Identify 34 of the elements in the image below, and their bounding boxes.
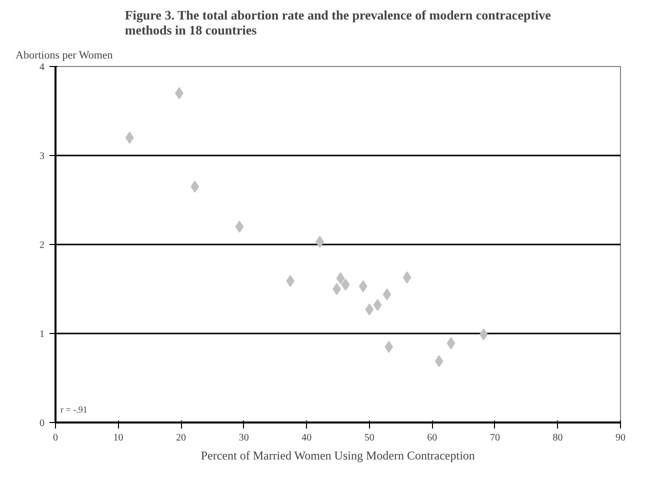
- y-tick-label: 3: [40, 151, 44, 162]
- point: [373, 299, 382, 312]
- point: [384, 340, 394, 353]
- point: [341, 278, 350, 291]
- y-tick-label: 4: [40, 62, 44, 73]
- x-tick-label: 70: [490, 432, 500, 444]
- x-axis-title: Percent of Married Women Using Modern Contraception: [200, 448, 475, 462]
- point: [382, 288, 392, 300]
- chart-title: Figure 3. The total abortion rate and the prevalence of modern contraceptive methods in 18 countries: [124, 8, 552, 38]
- x-tick-label: 20: [176, 432, 186, 444]
- point: [358, 280, 368, 292]
- point: [332, 283, 341, 295]
- x-tick-label: 0: [53, 432, 58, 444]
- point: [190, 180, 200, 193]
- x-tick-label: 30: [238, 432, 249, 444]
- annotation: r = -.91: [60, 404, 88, 414]
- x-tick-label: 90: [616, 432, 626, 444]
- y-tick-label: 1: [40, 329, 44, 340]
- x-tick-label: 50: [364, 432, 374, 444]
- point: [434, 355, 444, 368]
- point: [125, 132, 134, 144]
- point: [402, 271, 412, 284]
- y-tick-label: 2: [40, 240, 44, 251]
- point: [235, 220, 244, 233]
- x-tick-label: 40: [302, 432, 312, 444]
- x-tick-label: 80: [552, 432, 563, 444]
- x-tick-label: 60: [427, 432, 438, 444]
- y-tick-label: 0: [40, 418, 44, 429]
- point: [446, 337, 456, 350]
- y-axis-title: Abortions per Women: [16, 50, 114, 62]
- point: [336, 272, 345, 284]
- x-tick-label: 10: [113, 432, 124, 444]
- point: [365, 303, 374, 316]
- point: [479, 328, 488, 340]
